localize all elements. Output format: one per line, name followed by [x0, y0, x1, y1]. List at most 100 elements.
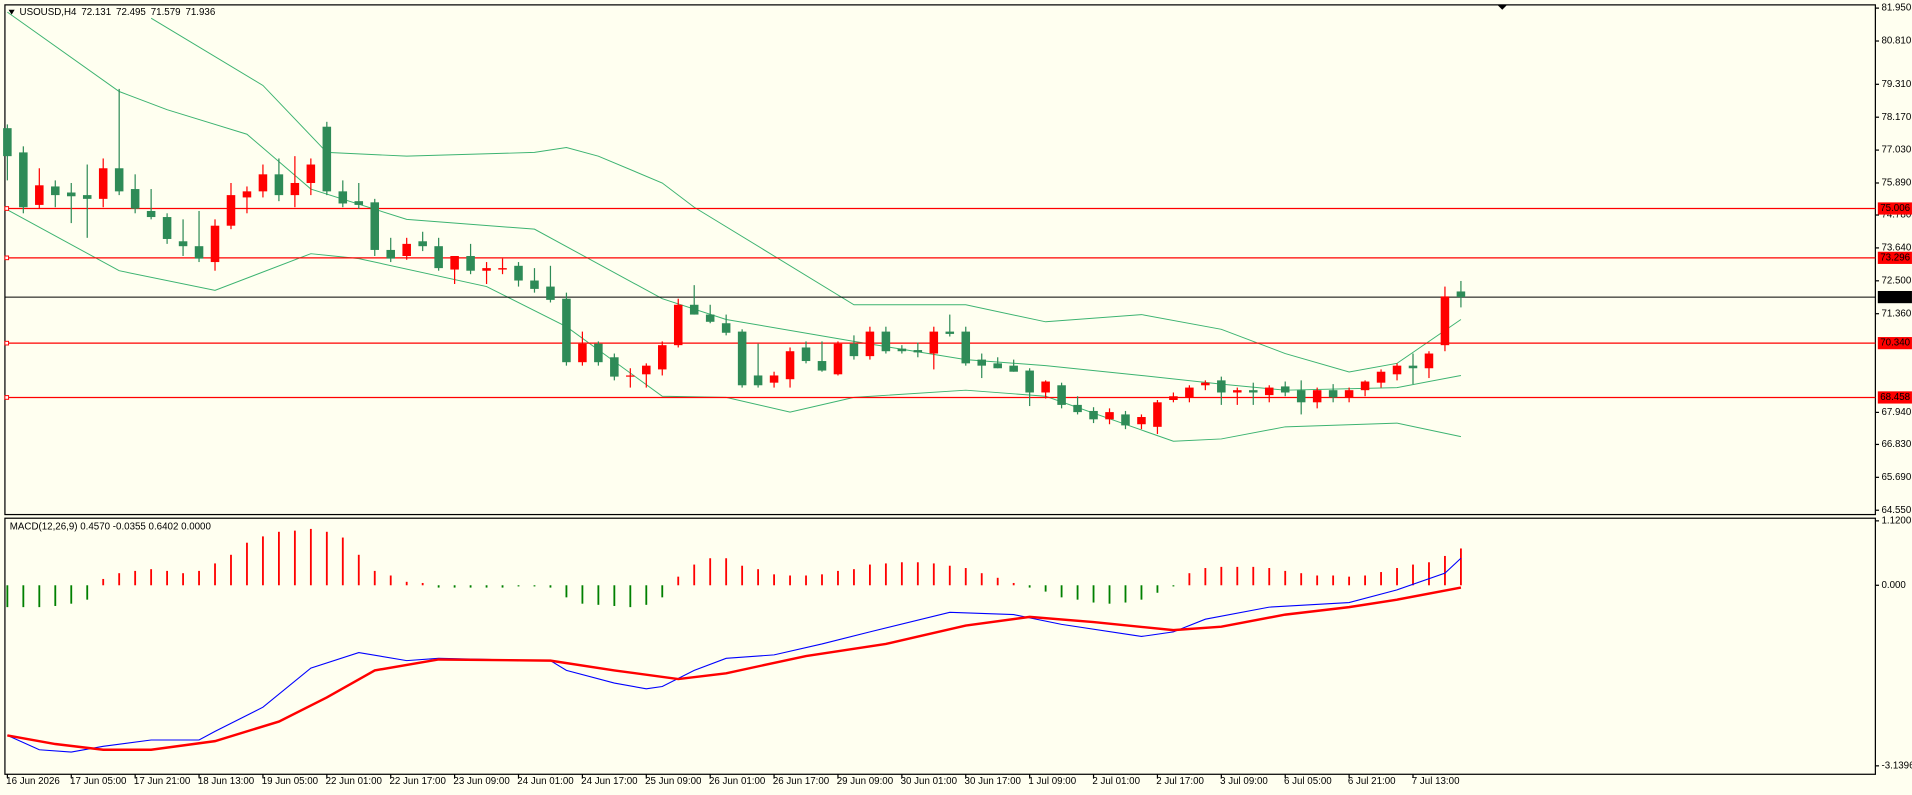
candle-body: [82, 195, 92, 199]
level-handle: [4, 206, 10, 211]
candle-body: [370, 202, 380, 250]
x-tick-label: 3 Jul 09:00: [1220, 776, 1268, 787]
candle-body: [1440, 296, 1450, 346]
candle-body: [833, 343, 843, 375]
candle-body: [418, 241, 427, 247]
candle-body: [1249, 390, 1258, 393]
candle-body: [482, 268, 491, 271]
candle-body: [753, 375, 763, 386]
macd-panel: [4, 517, 1876, 775]
y-tick-label: 78.170: [1881, 112, 1911, 123]
x-tick-label: 24 Jun 01:00: [517, 776, 574, 787]
candle-body: [721, 323, 731, 333]
x-tick-label: 26 Jun 01:00: [709, 776, 766, 787]
current-price-label: 71.936: [1880, 292, 1910, 303]
candle-body: [290, 182, 300, 196]
candle-body: [322, 126, 332, 192]
shift-marker: [1497, 4, 1508, 10]
level-handle: [4, 255, 10, 261]
y-tick-label: 65.690: [1881, 472, 1911, 483]
y-tick-label: 73.640: [1881, 242, 1911, 253]
x-tick-label: 26 Jun 17:00: [773, 776, 830, 787]
candle-body: [130, 189, 140, 209]
level-handle: [4, 340, 10, 346]
candle-body: [3, 128, 12, 157]
candle-body: [1264, 387, 1274, 396]
y-tick-label: 71.360: [1881, 308, 1911, 319]
candle-body: [865, 331, 875, 357]
last-low: 71.579: [151, 7, 181, 18]
x-tick-label: 6 Jul 21:00: [1348, 776, 1396, 787]
candle-body: [881, 331, 891, 352]
level-label-box: [1877, 202, 1912, 215]
candle-body: [1376, 371, 1386, 383]
main-plot: [3, 11, 1876, 442]
candle-body: [194, 246, 204, 259]
candle-body: [1185, 387, 1194, 398]
level-label-box: [1877, 337, 1912, 350]
candle-body: [498, 268, 507, 270]
y-tick-label: 80.810: [1881, 36, 1911, 47]
x-tick-label: 7 Jul 13:00: [1412, 776, 1460, 787]
y-tick-label: 75.890: [1881, 178, 1911, 189]
current-price-box: [1877, 290, 1912, 304]
y-tick-label: 72.500: [1881, 275, 1911, 286]
candle-body: [1153, 402, 1162, 427]
candle-body: [1312, 390, 1322, 403]
candle-body: [162, 217, 172, 239]
y-tick-label: 81.950: [1881, 3, 1911, 14]
y-tick-label: -3.1396: [1881, 760, 1912, 771]
x-tick-label: 1 Jul 09:00: [1028, 776, 1076, 787]
candle-body: [594, 343, 603, 363]
candle-body: [1137, 417, 1146, 425]
y-tick-label: 64.550: [1881, 505, 1911, 516]
candle-body: [546, 286, 555, 300]
candle-body: [578, 343, 587, 363]
bollinger-band: [150, 17, 1462, 373]
y-tick-label: 77.030: [1881, 145, 1911, 156]
x-tick-label: 6 Jul 05:00: [1284, 776, 1332, 787]
candle-body: [98, 168, 108, 199]
candle-body: [769, 375, 779, 383]
candle-body: [737, 331, 747, 386]
candle-body: [705, 314, 715, 322]
candle-body: [51, 186, 60, 196]
candle-body: [1105, 412, 1114, 420]
candle-body: [434, 246, 443, 269]
last-close: 71.936: [185, 7, 215, 18]
level-label-box: [1877, 251, 1912, 264]
candle-body: [626, 375, 635, 377]
menu-arrow[interactable]: [8, 9, 15, 15]
axes: 81.950 80.810 79.310 78.170 77.030 75.890 74.7…: [6, 3, 1912, 787]
candle-body: [242, 191, 252, 198]
level-label-box: [1877, 391, 1912, 404]
y-tick-label: 67.940: [1881, 407, 1911, 418]
candle-body: [1392, 365, 1402, 375]
x-tick-label: 30 Jun 01:00: [901, 776, 958, 787]
candle-body: [657, 345, 667, 370]
candle-body: [1280, 386, 1290, 393]
candle-body: [1025, 370, 1034, 393]
symbol: USOUSD,H4: [20, 7, 77, 18]
candle-body: [274, 174, 284, 196]
candle-body: [1217, 380, 1226, 393]
candle-body: [1089, 410, 1098, 420]
candle-body: [1057, 385, 1066, 405]
x-tick-label: 22 Jun 17:00: [390, 776, 447, 787]
x-tick-label: 29 Jun 09:00: [837, 776, 894, 787]
candle-body: [466, 255, 475, 271]
x-tick-label: 30 Jun 17:00: [965, 776, 1022, 787]
y-tick-label: 66.830: [1881, 439, 1911, 450]
candle-body: [1424, 353, 1434, 369]
candle-body: [1360, 381, 1370, 391]
candle-body: [1073, 404, 1082, 413]
candle-body: [801, 347, 811, 362]
candle-body: [530, 280, 539, 289]
candle-body: [1296, 390, 1306, 403]
x-tick-label: 2 Jul 01:00: [1092, 776, 1140, 787]
x-tick-label: 18 Jun 13:00: [198, 776, 255, 787]
candle-body: [1169, 396, 1178, 400]
candle-body: [961, 331, 971, 364]
candle-body: [1233, 390, 1242, 393]
